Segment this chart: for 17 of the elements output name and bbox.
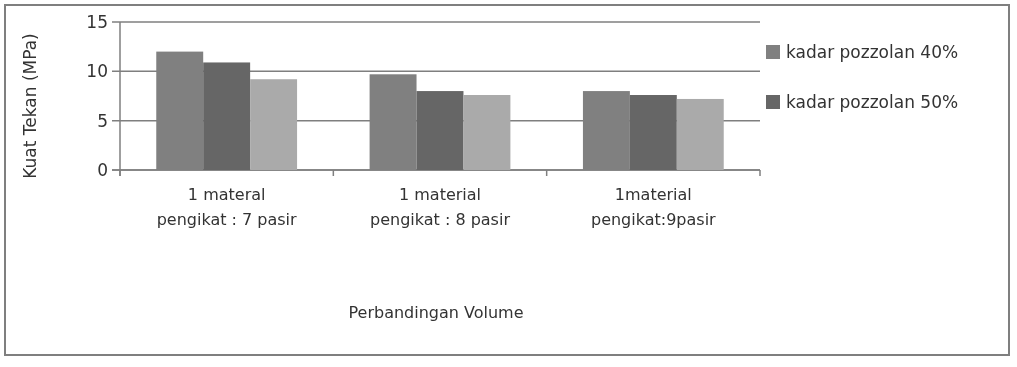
- y-tick-label: 5: [97, 110, 108, 131]
- y-tick-label: 0: [97, 159, 108, 180]
- legend-label: kadar pozzolan 50%: [786, 91, 959, 112]
- bar: [203, 62, 251, 170]
- x-tick-label: 1 material pengikat : 8 pasir: [370, 185, 511, 229]
- y-tick-label: 10: [86, 61, 108, 82]
- bar: [463, 95, 511, 170]
- x-tick-label: 1material pengikat:9pasir: [590, 185, 717, 229]
- legend-label: kadar pozzolan 40%: [786, 41, 959, 62]
- bar: [250, 79, 298, 170]
- y-axis-title: Kuat Tekan (MPa): [20, 33, 40, 179]
- x-tick-label: 1 materal pengikat : 7 pasir: [156, 185, 298, 229]
- bar: [629, 95, 677, 170]
- y-tick-label: 15: [86, 11, 108, 32]
- bar: [676, 98, 724, 170]
- x-axis-title: Perbandingan Volume: [348, 303, 524, 322]
- bar: [416, 91, 464, 170]
